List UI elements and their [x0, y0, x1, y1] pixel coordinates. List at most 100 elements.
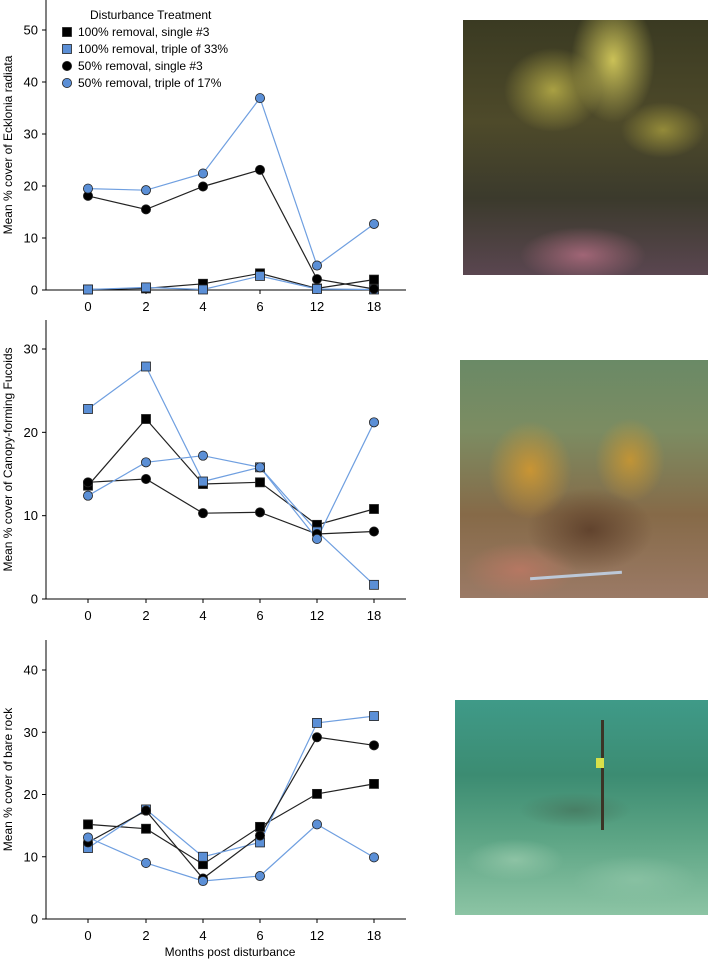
data-point-s3-0: [83, 477, 94, 488]
data-point-s3-3: [254, 830, 265, 841]
x-tick-label: 6: [256, 608, 263, 623]
data-point-s2-1: [141, 282, 151, 293]
data-point-s4-4: [311, 260, 322, 271]
legend-entry-1: 100% removal, single #3: [78, 25, 210, 39]
data-point-s2-0: [83, 284, 93, 295]
data-point-s2-0: [83, 404, 93, 414]
x-tick-label: 6: [256, 299, 263, 314]
ecklonia-photo: [463, 20, 708, 275]
legend-entry-3: 50% removal, single #3: [78, 59, 203, 73]
x-tick-label: 18: [367, 299, 381, 314]
data-point-s1-5: [369, 779, 379, 789]
data-point-s2-2: [198, 476, 208, 487]
data-point-s3-4: [311, 274, 322, 285]
y-tick-label: 30: [24, 342, 38, 357]
series-line-1: [87, 783, 375, 865]
data-point-s2-2: [198, 851, 208, 862]
y-tick-label: 40: [24, 75, 38, 90]
x-tick-label: 0: [84, 928, 91, 943]
series-line-4: [87, 823, 375, 882]
data-point-s4-0: [83, 832, 94, 843]
data-point-s4-3: [254, 93, 265, 104]
legend-marker-1: [62, 27, 72, 37]
data-point-s1-4: [312, 788, 322, 799]
series-line-3: [87, 478, 375, 535]
y-tick-label: 30: [24, 127, 38, 142]
data-point-s4-4: [311, 534, 322, 545]
data-point-s2-3: [255, 271, 265, 281]
bare-rock-photo: [455, 700, 708, 915]
data-point-s1-5: [369, 274, 379, 285]
data-point-s2-4: [312, 718, 322, 728]
data-point-s1-3: [255, 821, 265, 832]
y-tick-label: 0: [31, 283, 38, 298]
data-point-s3-4: [311, 732, 322, 743]
y-tick-label: 20: [24, 787, 38, 802]
chart-panel-2: 0 10 20 30 0 2 4 6 12 18 Mean % cover of Canopy-fo…: [1, 320, 406, 623]
data-point-s4-1: [140, 457, 151, 468]
data-point-s1-3: [255, 477, 265, 488]
y-tick-label: 10: [24, 849, 38, 864]
series-line-2: [87, 715, 375, 858]
legend: Disturbance Treatment 100% removal, sing…: [62, 8, 228, 90]
legend-entry-2: 100% removal, triple of 33%: [78, 42, 228, 56]
x-tick-label: 12: [310, 608, 324, 623]
series-line-2: [87, 365, 375, 586]
data-point-s3-5: [368, 740, 379, 751]
series-line-4: [87, 96, 375, 267]
series-line-4: [87, 422, 375, 541]
x-tick-label: 2: [142, 928, 149, 943]
legend-entry-4: 50% removal, triple of 17%: [78, 76, 222, 90]
marker-stake-image: [601, 720, 604, 830]
y-axis-title: Mean % cover of Canopy-forming Fucoids: [1, 347, 15, 571]
x-tick-label: 12: [310, 928, 324, 943]
data-point-s4-2: [197, 876, 208, 887]
x-tick-label: 0: [84, 299, 91, 314]
x-tick-label: 12: [310, 299, 324, 314]
y-tick-label: 50: [24, 23, 38, 38]
chart-panel-1: 0 10 20 30 40 50 0 2 4 6 12 18 Mean % cover of Ecklo…: [1, 0, 406, 314]
data-point-s3-5: [368, 526, 379, 537]
y-axis-title: Mean % cover of bare rock: [1, 707, 15, 851]
x-tick-label: 6: [256, 928, 263, 943]
data-point-s4-1: [140, 185, 151, 196]
data-point-s4-5: [368, 417, 379, 428]
series-line-3: [87, 736, 375, 880]
data-point-s4-1: [140, 857, 151, 868]
data-point-s3-1: [140, 805, 151, 816]
data-point-s2-5: [369, 711, 379, 721]
data-point-s4-0: [83, 183, 94, 194]
data-point-s2-5: [369, 579, 379, 590]
data-point-s3-1: [140, 204, 151, 215]
marker-tag-image: [596, 758, 604, 768]
x-tick-label: 4: [199, 608, 206, 623]
ruler-image: [530, 570, 622, 581]
x-tick-label: 2: [142, 608, 149, 623]
data-point-s4-4: [311, 819, 322, 830]
data-point-s1-1: [141, 414, 151, 424]
data-point-s4-5: [368, 218, 379, 229]
data-point-s4-2: [197, 168, 208, 179]
x-tick-label: 2: [142, 299, 149, 314]
data-point-s1-5: [369, 504, 379, 514]
data-point-s1-0: [83, 819, 93, 830]
data-point-s4-3: [254, 462, 265, 473]
x-tick-label: 0: [84, 608, 91, 623]
data-point-s4-2: [197, 450, 208, 461]
y-tick-label: 20: [24, 425, 38, 440]
series-line-2: [87, 275, 375, 291]
y-tick-label: 30: [24, 725, 38, 740]
data-point-s1-1: [141, 823, 151, 834]
data-point-s2-4: [312, 284, 322, 294]
x-axis-title: Months post disturbance: [165, 945, 296, 959]
y-tick-label: 10: [24, 231, 38, 246]
legend-marker-2: [62, 44, 72, 54]
legend-marker-3: [62, 61, 73, 72]
x-tick-label: 4: [199, 299, 206, 314]
chart-panel-3: 0 10 20 30 40 0 2 4 6 12 18 Mean % cover of bare ro…: [1, 640, 406, 943]
legend-title: Disturbance Treatment: [90, 8, 212, 22]
data-point-s3-3: [254, 507, 265, 518]
data-point-s3-3: [254, 164, 265, 175]
